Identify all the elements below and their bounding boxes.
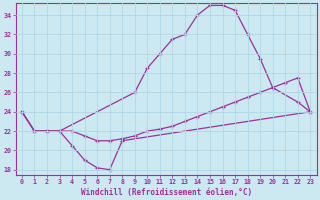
X-axis label: Windchill (Refroidissement éolien,°C): Windchill (Refroidissement éolien,°C)	[81, 188, 252, 197]
